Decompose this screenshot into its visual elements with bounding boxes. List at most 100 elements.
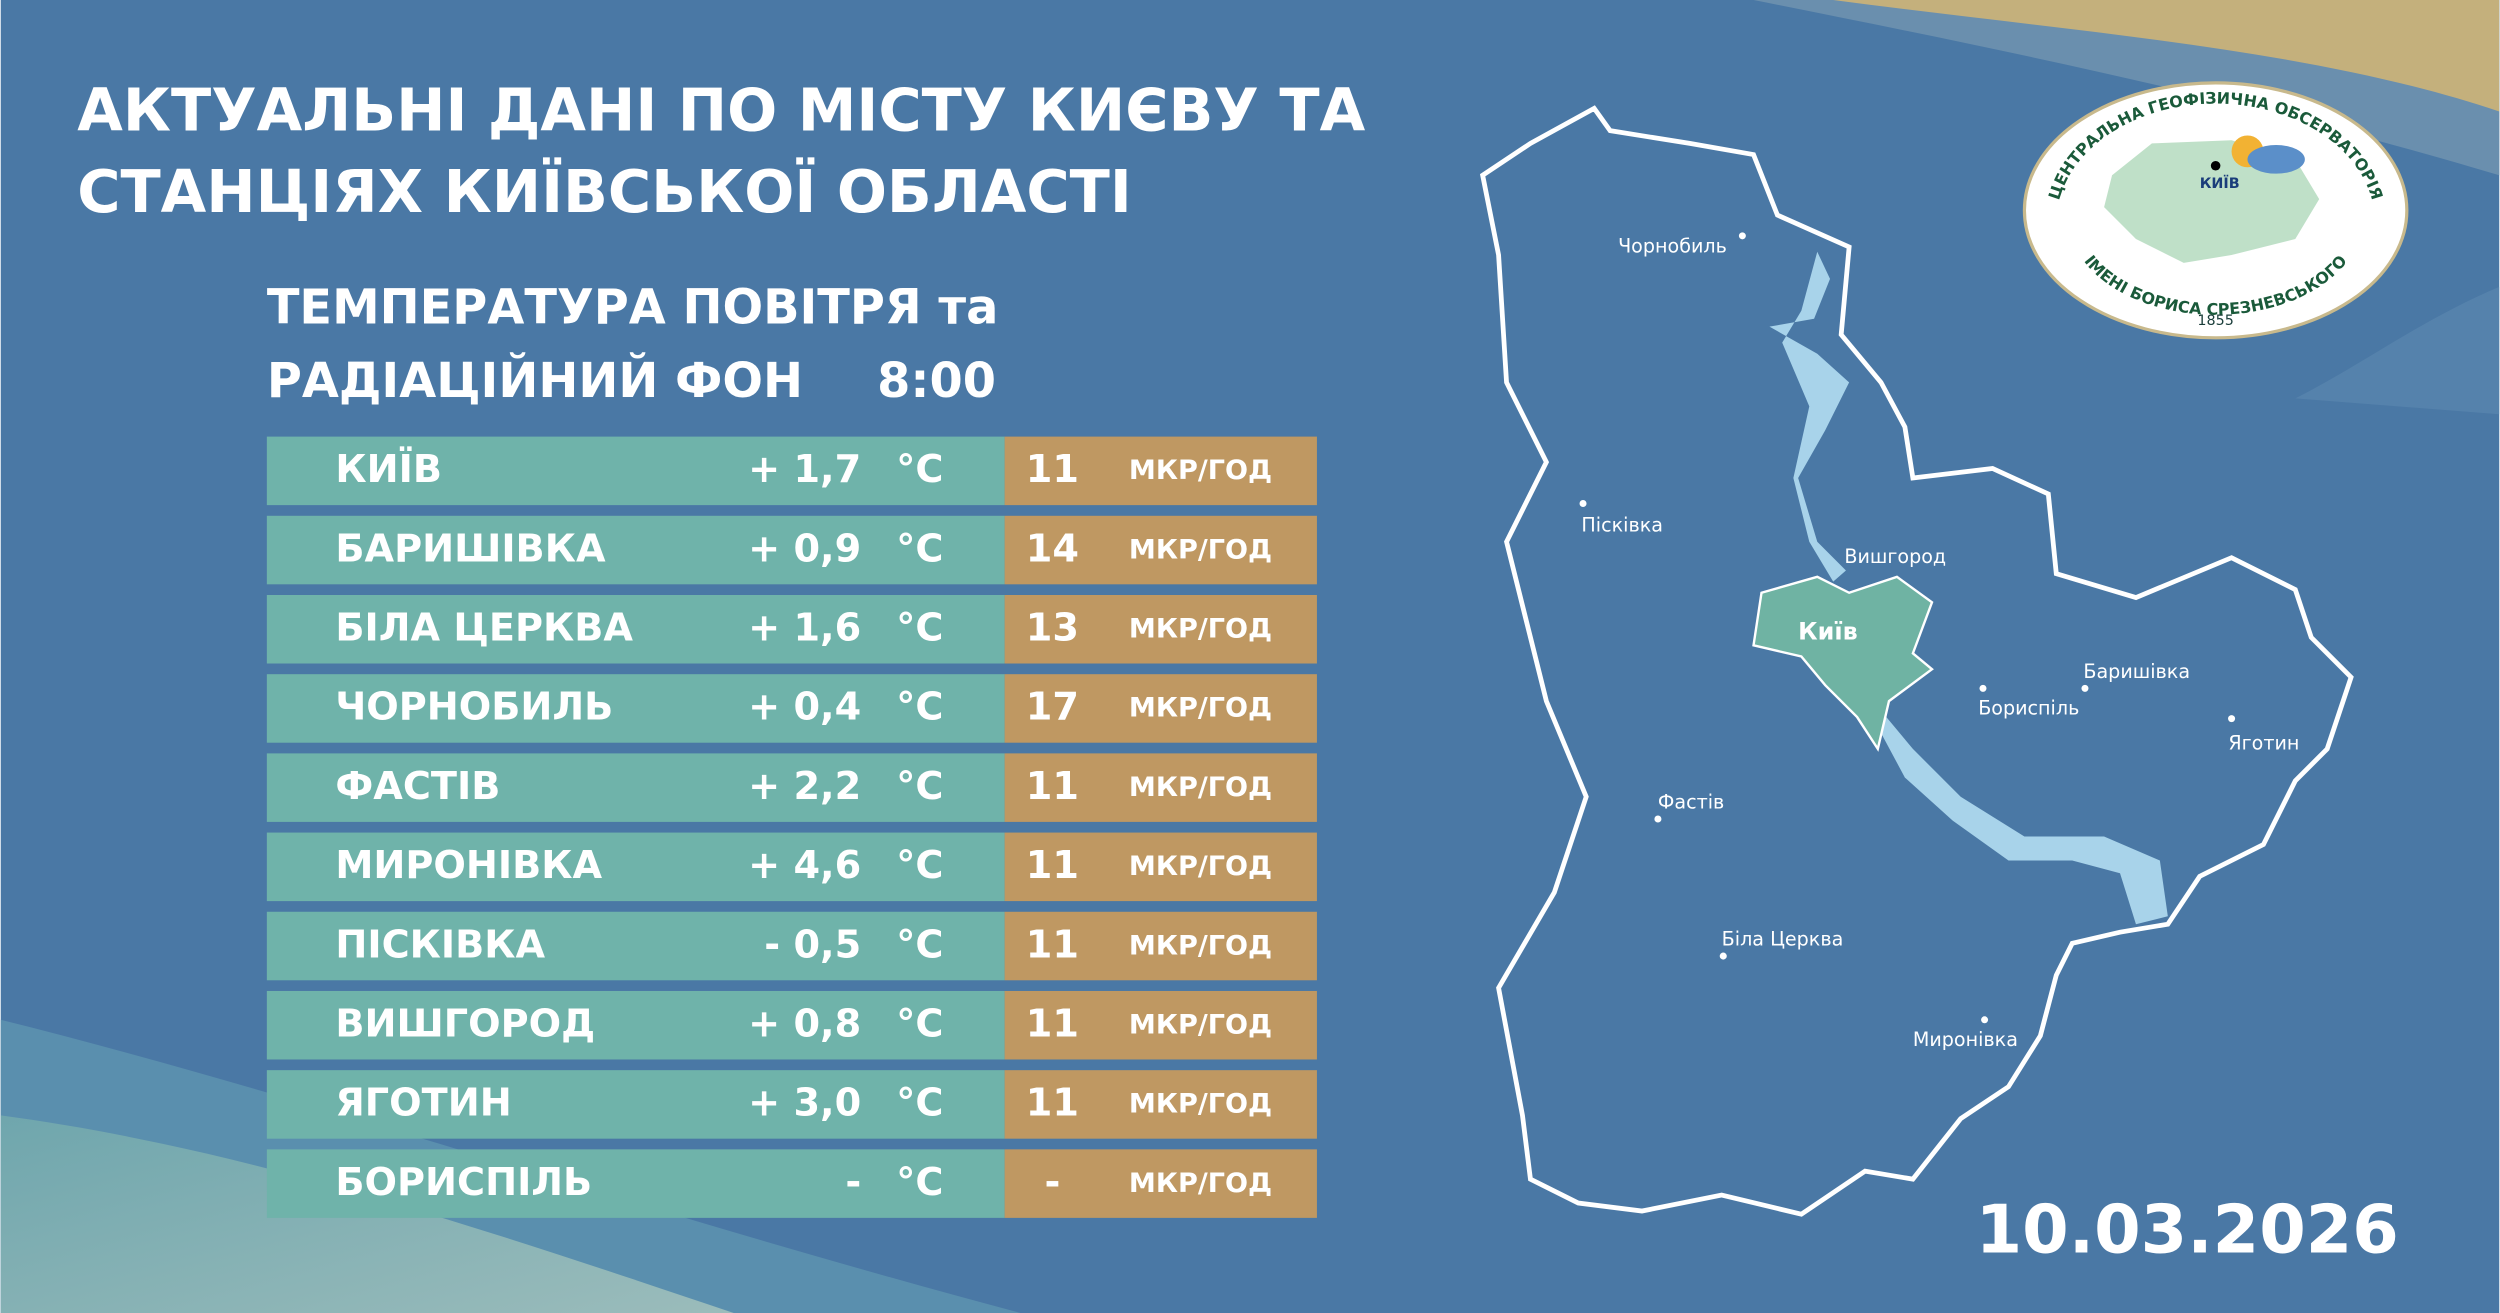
rad-unit: МКР/ГОД: [1129, 534, 1272, 565]
city-label: Баришівка: [2083, 660, 2190, 683]
row-rad-bg: [1004, 1070, 1317, 1139]
row-temp-bg: [266, 436, 1005, 506]
station-name: ВИШГОРОД: [335, 1003, 595, 1047]
rad-unit: МКР/ГОД: [1129, 614, 1272, 645]
city-label: Чорнобиль: [1618, 234, 1727, 257]
city-label: Фастів: [1658, 791, 1724, 814]
temp-unit: °C: [896, 923, 943, 967]
map: Чорнобиль Пісківка Вишгород Київ БаришівкаБо…: [1479, 105, 2354, 1217]
city-label: Біла Церква: [1722, 928, 1844, 951]
wave: [2295, 286, 2500, 415]
row-temp-bg: [266, 990, 1005, 1060]
temperature: + 0,8: [748, 1003, 861, 1047]
row-rad-bg: [1004, 990, 1317, 1060]
city-label: Яготин: [2228, 732, 2299, 755]
temperature: + 2,2: [748, 765, 861, 809]
subtitle: ТЕМПЕРАТУРА ПОВІТРЯ та: [267, 280, 998, 335]
row-temp-bg: [266, 1149, 1005, 1218]
radiation: -: [1044, 1161, 1060, 1205]
radiation: 17: [1026, 686, 1079, 730]
logo-cloud: [2247, 145, 2305, 174]
radiation: 11: [1026, 923, 1079, 967]
river: [1873, 701, 2168, 925]
station-name: БАРИШІВКА: [335, 527, 606, 571]
row-rad-bg: [1004, 832, 1317, 902]
city-dot: [1981, 1016, 1989, 1024]
title: АКТУАЛЬНІ ДАНІ ПО МІСТУ КИЄВУ ТА: [77, 76, 1365, 145]
radiation: 11: [1026, 1082, 1079, 1126]
temperature: - 0,5: [764, 923, 861, 967]
city-label: Вишгород: [1844, 545, 1946, 568]
city-label: Пісківка: [1581, 513, 1663, 536]
temp-unit: °C: [896, 765, 943, 809]
row-rad-bg: [1004, 515, 1317, 585]
rad-unit: МКР/ГОД: [1129, 1168, 1272, 1199]
station-name: КИЇВ: [335, 445, 442, 492]
city-dot: [2228, 715, 2236, 723]
subtitle: РАДІАЦІЙНИЙ ФОН: [267, 352, 803, 409]
city-label: Миронівка: [1913, 1028, 2018, 1051]
temp-unit: °C: [896, 527, 943, 571]
temperature: + 0,9: [748, 527, 861, 571]
temp-unit: °C: [896, 686, 943, 730]
logo: КИЇВ ЦЕНТРАЛЬНА ГЕОФІЗИЧНА ОБСЕРВАТОРІЯ …: [2022, 81, 2409, 340]
row-temp-bg: [266, 911, 1005, 981]
temperature: + 1,7: [748, 448, 861, 492]
date: 10.03.2026: [1976, 1190, 2399, 1268]
temp-unit: °C: [896, 1161, 943, 1205]
temp-unit: °C: [896, 1082, 943, 1126]
temperature: + 0,4: [748, 686, 861, 730]
station-name: БОРИСПІЛЬ: [335, 1161, 592, 1205]
temperature: + 3,0: [748, 1082, 861, 1126]
row-temp-bg: [266, 594, 1005, 664]
city-dot: [1654, 815, 1662, 823]
station-name: ПІСКІВКА: [335, 923, 545, 967]
row-temp-bg: [266, 832, 1005, 902]
station-name: ЧОРНОБИЛЬ: [335, 686, 613, 730]
temperature: -: [845, 1161, 861, 1205]
kyiv-area: [1752, 575, 1934, 752]
city-label: Київ: [1798, 618, 1858, 646]
temperature: + 4,6: [748, 844, 861, 888]
city-label: Бориспіль: [1978, 697, 2079, 720]
rad-unit: МКР/ГОД: [1129, 693, 1272, 724]
row-temp-bg: [266, 753, 1005, 822]
station-name: БІЛА ЦЕРКВА: [335, 607, 633, 651]
row-rad-bg: [1004, 911, 1317, 981]
city-dot: [1579, 500, 1587, 508]
row-rad-bg: [1004, 1149, 1317, 1218]
city-dot: [1719, 952, 1727, 960]
radiation: 11: [1026, 844, 1079, 888]
river: [1769, 251, 1850, 582]
row-rad-bg: [1004, 753, 1317, 822]
title: СТАНЦІЯХ КИЇВСЬКОЇ ОБЛАСТІ: [77, 157, 1132, 226]
temperature: + 1,6: [748, 607, 861, 651]
row-temp-bg: [266, 1070, 1005, 1139]
wave: [1833, 0, 2500, 112]
logo-year: 1855: [2197, 313, 2233, 329]
radiation: 13: [1026, 607, 1079, 651]
rad-unit: МКР/ГОД: [1129, 930, 1272, 961]
row-rad-bg: [1004, 674, 1317, 743]
row-temp-bg: [266, 515, 1005, 585]
temp-unit: °C: [896, 448, 943, 492]
temp-unit: °C: [896, 1003, 943, 1047]
radiation: 11: [1026, 448, 1079, 492]
radiation: 11: [1026, 765, 1079, 809]
rad-unit: МКР/ГОД: [1129, 1089, 1272, 1120]
radiation: 11: [1026, 1003, 1079, 1047]
row-temp-bg: [266, 674, 1005, 743]
city-dot: [2081, 684, 2089, 692]
rad-unit: МКР/ГОД: [1129, 1010, 1272, 1041]
temp-unit: °C: [896, 607, 943, 651]
station-name: МИРОНІВКА: [335, 844, 602, 888]
temp-unit: °C: [896, 844, 943, 888]
city-dot: [1979, 684, 1987, 692]
time: 8:00: [877, 354, 996, 409]
logo-dot: [2210, 160, 2221, 171]
row-rad-bg: [1004, 436, 1317, 506]
station-name: ФАСТІВ: [335, 765, 500, 809]
table: КИЇВ + 1,7 °C 11 МКР/ГОД БАРИШІВКА + 0,9 °C 14 МК…: [266, 436, 1317, 1218]
